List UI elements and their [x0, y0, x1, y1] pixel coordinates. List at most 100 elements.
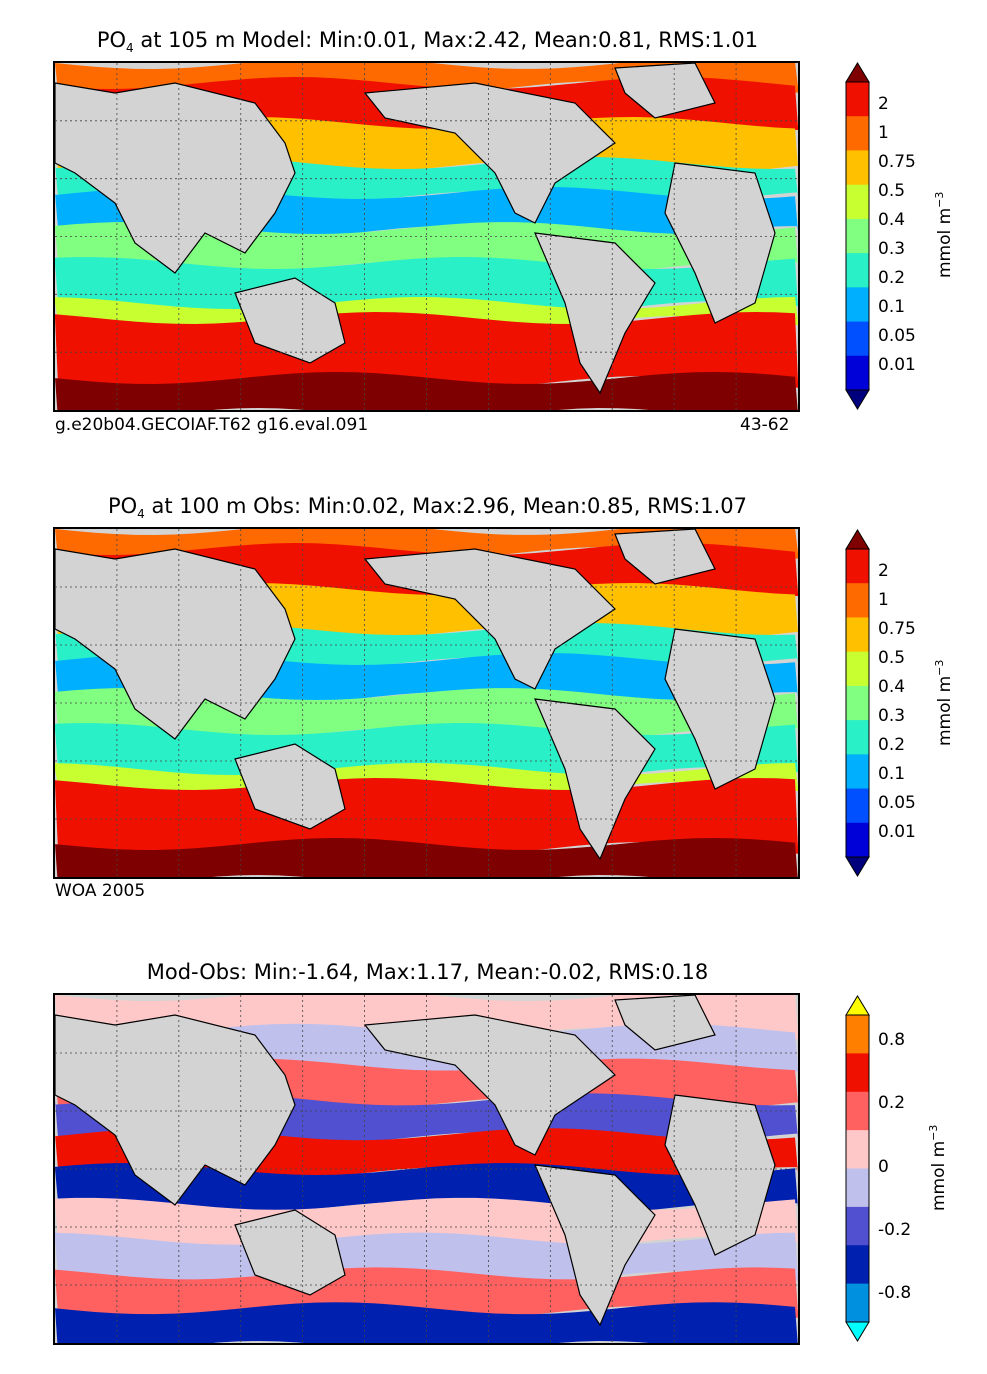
panel2-footer-left: WOA 2005 — [55, 881, 146, 901]
panel1-cb-tick-9: 0.01 — [878, 355, 916, 375]
panel2-cb-tick-2: 0.75 — [878, 619, 916, 639]
panel2-unit-text: mmol m — [934, 675, 955, 747]
colorbar-extend-bottom — [845, 856, 870, 877]
colorbar-swatch — [846, 1091, 869, 1131]
ocean-contour-band — [55, 372, 798, 410]
panel1-cb-tick-1: 1 — [878, 123, 889, 143]
panel1-cb-tick-6: 0.2 — [878, 268, 906, 288]
colorbar-extend-top — [845, 995, 870, 1016]
land-mass — [55, 82, 296, 274]
panel2-cb-tick-4: 0.4 — [878, 677, 906, 697]
panel2-colorbar-unit: mmol m−3 — [933, 653, 955, 753]
colorbar-swatch — [846, 754, 869, 790]
colorbar-swatch — [846, 617, 869, 653]
land-mass — [614, 529, 716, 585]
panel1-title: PO4 at 105 m Model: Min:0.01, Max:2.42, … — [30, 28, 825, 55]
panel2-colorbar — [840, 527, 875, 879]
panel1-cb-tick-4: 0.4 — [878, 210, 906, 230]
colorbar-swatch — [846, 218, 869, 254]
panel2-unit-exp: −3 — [933, 659, 947, 676]
panel2-cb-tick-9: 0.01 — [878, 822, 916, 842]
colorbar-swatch — [846, 1283, 869, 1323]
land-mass — [614, 63, 716, 119]
colorbar-swatch — [846, 1168, 869, 1208]
land-mass — [234, 743, 346, 830]
colorbar-swatch — [846, 1053, 869, 1093]
panel3-cb-tick-0: 0.8 — [878, 1030, 906, 1050]
panel1-map-svg — [55, 63, 798, 410]
colorbar-swatch — [846, 685, 869, 721]
panel1-footer-left: g.e20b04.GECOIAF.T62 g16.eval.091 — [55, 415, 369, 435]
panel1-title-text: at 105 m Model: Min:0.01, Max:2.42, Mean… — [133, 28, 759, 52]
colorbar-swatch — [846, 150, 869, 186]
colorbar-frame — [845, 81, 870, 391]
panel2-title-subscript: 4 — [137, 507, 145, 522]
panel3-colorbar — [840, 993, 875, 1344]
panel3-unit-text: mmol m — [928, 1140, 949, 1212]
panel1-colorbar — [840, 60, 875, 412]
panel2-cb-tick-0: 2 — [878, 561, 889, 581]
colorbar-extend-bottom — [845, 1321, 870, 1342]
colorbar-swatch — [846, 651, 869, 687]
land-mass — [664, 162, 776, 324]
colorbar-frame — [845, 1014, 870, 1323]
colorbar-swatch — [846, 822, 869, 858]
panel1-cb-tick-3: 0.5 — [878, 181, 906, 201]
colorbar-extend-bottom — [845, 389, 870, 410]
panel3-colorbar-svg — [845, 995, 870, 1342]
land-mass — [363, 82, 616, 224]
panel1-colorbar-svg — [845, 62, 870, 410]
ocean-contour-band — [55, 838, 798, 877]
ocean-contour-band — [55, 529, 798, 559]
colorbar-swatch — [846, 1130, 869, 1169]
panel2-map-svg — [55, 529, 798, 877]
land-mass — [363, 548, 616, 690]
land-mass — [234, 1209, 346, 1296]
ocean-contour-band — [55, 63, 798, 93]
panel3-title-text: Mod-Obs: Min:-1.64, Max:1.17, Mean:-0.02… — [146, 960, 709, 984]
panel2-cb-tick-8: 0.05 — [878, 793, 916, 813]
colorbar-swatch — [846, 82, 869, 117]
panel1-unit-exp: −3 — [933, 191, 947, 208]
panel3-cb-tick-3: -0.2 — [878, 1220, 912, 1240]
land-mass — [363, 1014, 616, 1156]
land-mass — [614, 995, 716, 1051]
panel2-cb-tick-7: 0.1 — [878, 764, 906, 784]
panel2-cb-tick-5: 0.3 — [878, 706, 906, 726]
ocean-contour-band — [55, 763, 798, 794]
panel1-cb-tick-0: 2 — [878, 94, 889, 114]
ocean-contour-band — [55, 1302, 798, 1343]
panel1-ocean-field — [55, 63, 798, 410]
ocean-contour-band — [55, 297, 798, 328]
panel1-title-species: PO — [96, 28, 127, 52]
colorbar-swatch — [846, 1245, 869, 1285]
colorbar-swatch — [846, 788, 869, 824]
panel2-cb-tick-1: 1 — [878, 590, 889, 610]
land-mass — [55, 1014, 296, 1206]
panel1-cb-tick-2: 0.75 — [878, 152, 916, 172]
colorbar-swatch — [846, 549, 869, 584]
colorbar-swatch — [846, 1206, 869, 1246]
colorbar-extend-top — [845, 529, 870, 550]
panel2-title: PO4 at 100 m Obs: Min:0.02, Max:2.96, Me… — [30, 494, 825, 521]
land-mass — [55, 548, 296, 740]
panel1-colorbar-unit: mmol m−3 — [933, 185, 955, 285]
panel3-cb-tick-2: 0 — [878, 1157, 889, 1177]
panel3-map-svg — [55, 995, 798, 1343]
colorbar-swatch — [846, 720, 869, 755]
colorbar-swatch — [846, 116, 869, 151]
panel2-colorbar-svg — [845, 529, 870, 877]
land-mass — [664, 628, 776, 790]
colorbar-swatch — [846, 321, 869, 357]
panel3-cb-tick-4: -0.8 — [878, 1283, 912, 1303]
panel3-unit-exp: −3 — [927, 1124, 941, 1141]
colorbar-extend-top — [845, 62, 870, 83]
panel1-map — [53, 61, 800, 412]
colorbar-swatch — [846, 583, 869, 618]
panel2-title-species: PO — [107, 494, 138, 518]
panel3-cb-tick-1: 0.2 — [878, 1093, 906, 1113]
panel1-cb-tick-5: 0.3 — [878, 239, 906, 259]
colorbar-swatch — [846, 184, 869, 220]
land-mass — [664, 1094, 776, 1256]
colorbar-swatch — [846, 1015, 869, 1054]
